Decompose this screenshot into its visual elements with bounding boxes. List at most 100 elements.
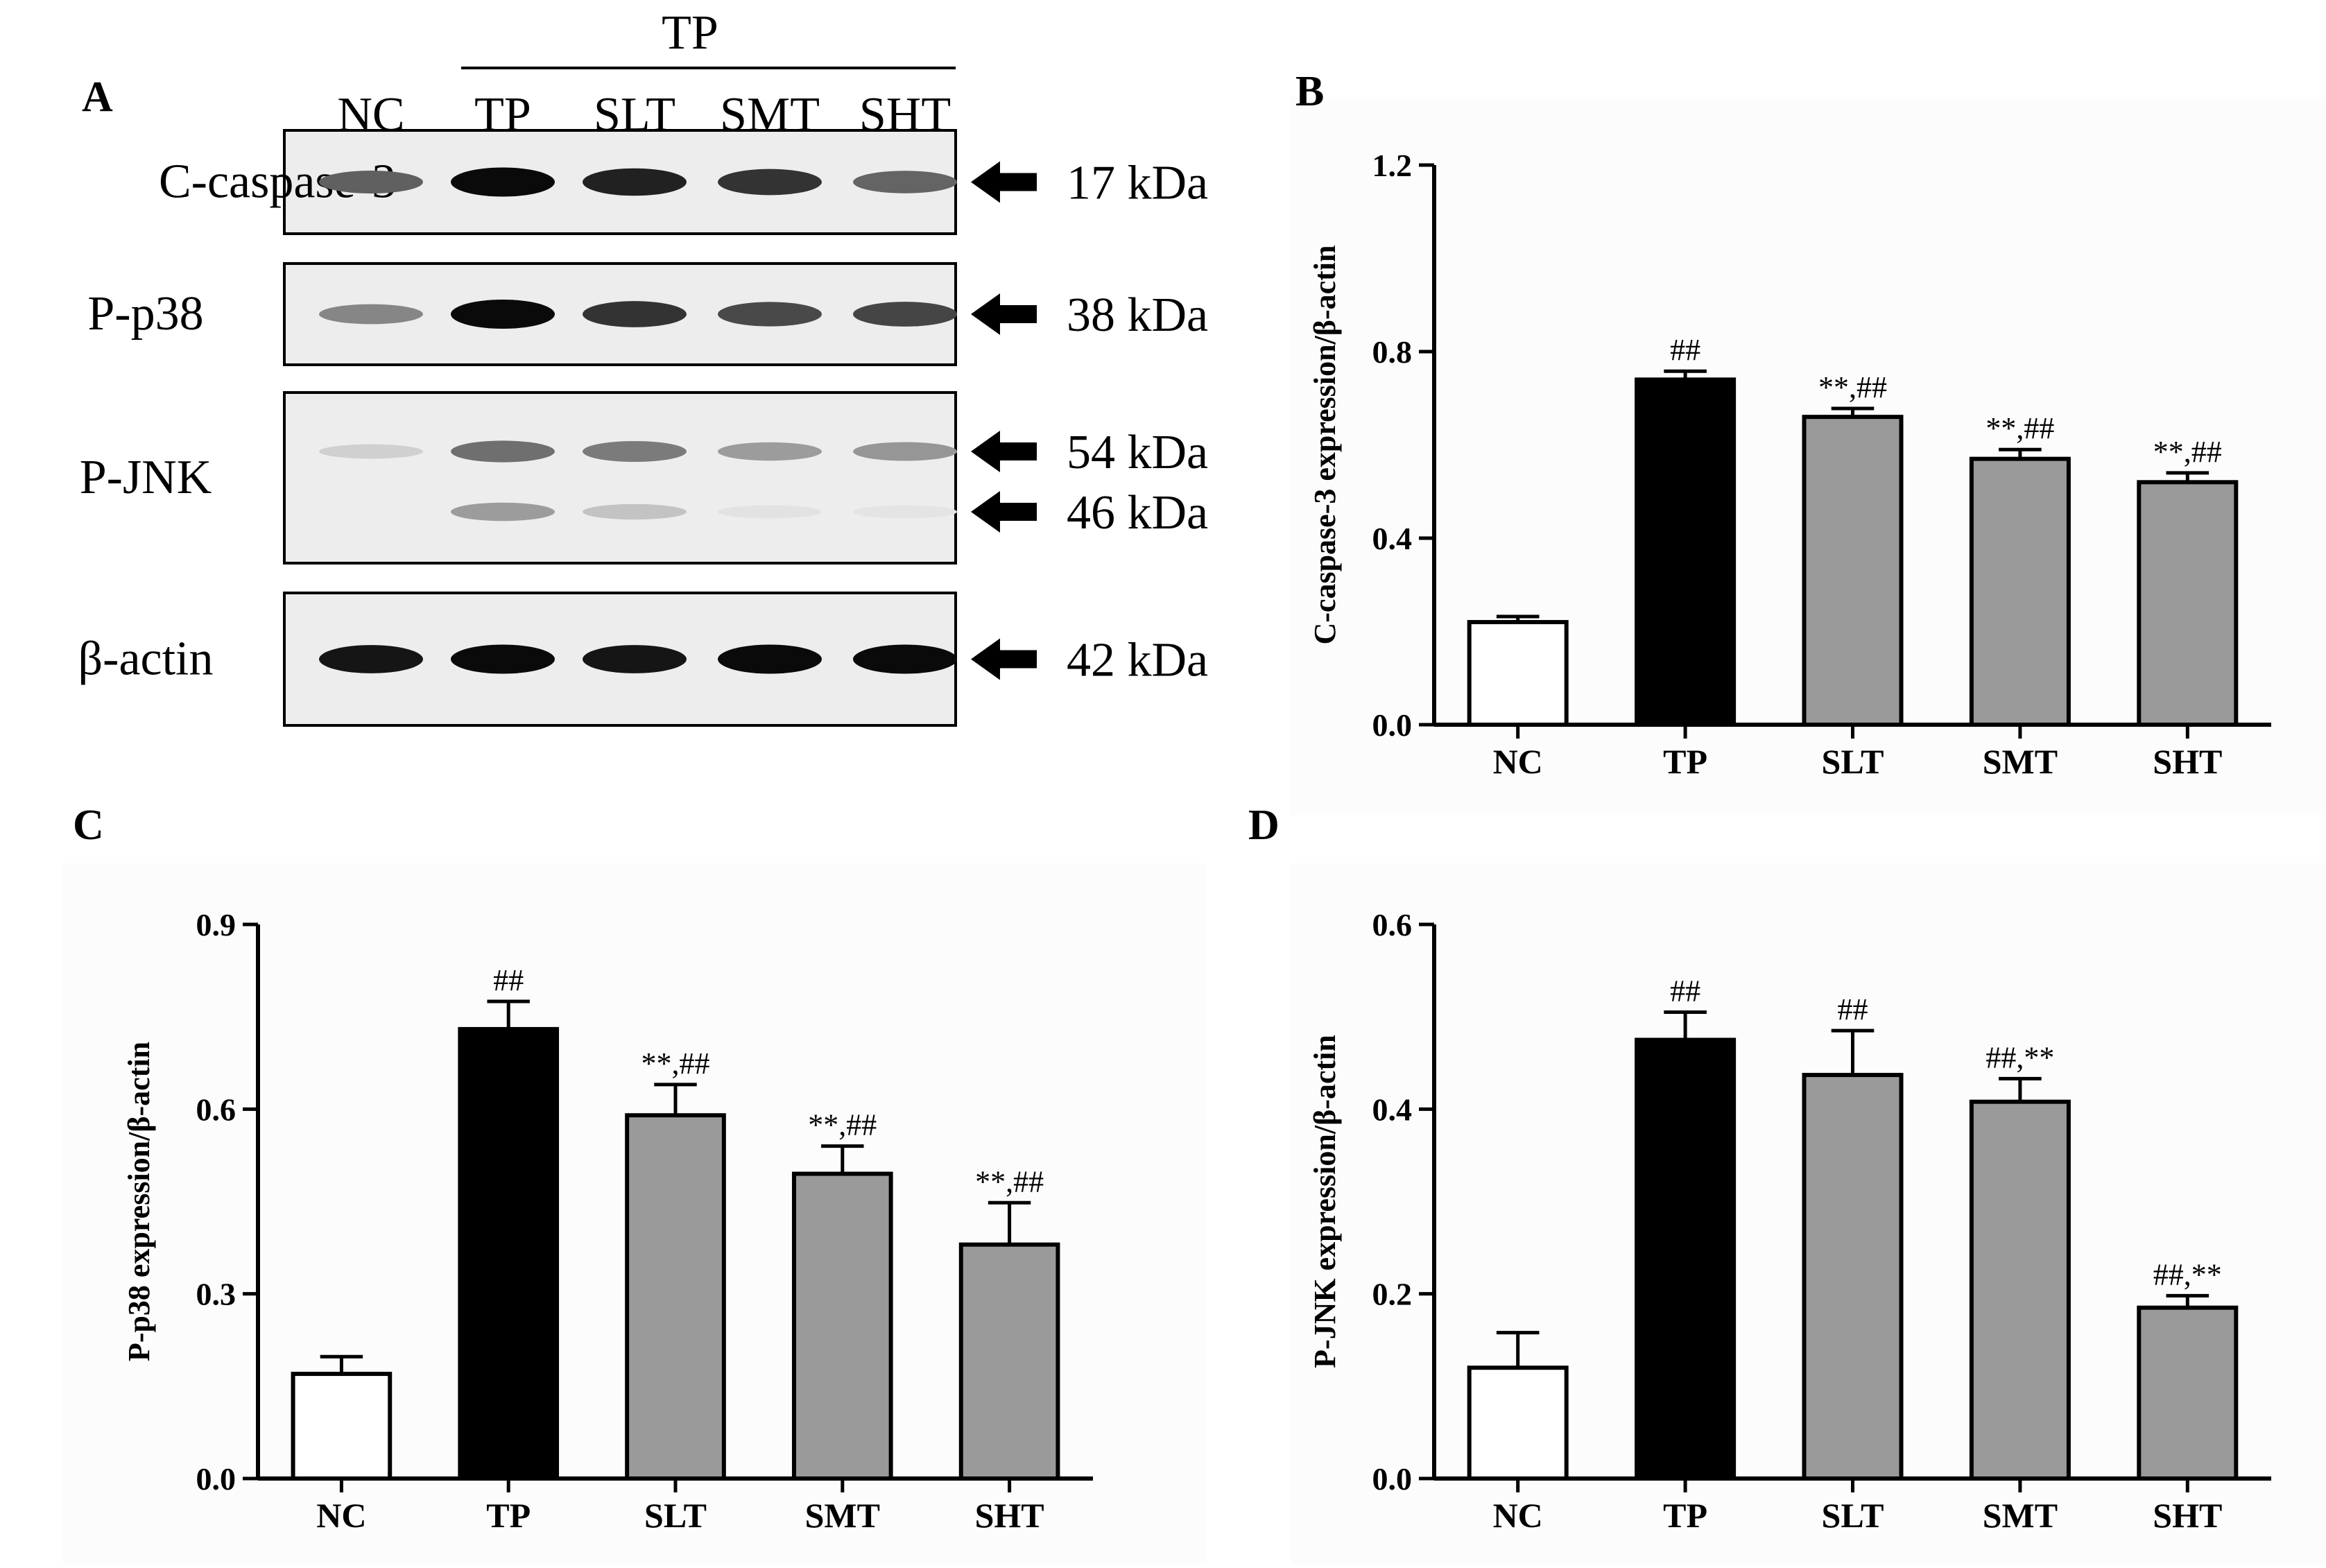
blot-arrow [971, 161, 1037, 203]
bar-nc [1467, 620, 1569, 727]
blot-band [718, 302, 822, 327]
y-tick-label: 0.6 [196, 1092, 236, 1127]
blot-band [853, 171, 957, 193]
blot-band [718, 505, 822, 519]
y-tick-label: 0.6 [1372, 907, 1413, 942]
chart-c-caspase-3: 0.0 0.4 0.8 1.2 C-caspase-3 expression/β-act… [1308, 148, 2271, 781]
blot-band [718, 169, 822, 196]
category-label: NC [1493, 1496, 1543, 1535]
blot-arrow [971, 491, 1037, 533]
blot-row-label: P-JNK [80, 451, 212, 504]
significance-label: ## [1838, 992, 1868, 1026]
category-label: SMT [805, 1496, 880, 1535]
bar-nc [1467, 1365, 1569, 1481]
bar-slt [625, 1113, 726, 1481]
blot-row-p-jnk: P-JNK 54 kDa 46 kDa [80, 391, 1208, 565]
blot-band [319, 645, 423, 673]
significance-label: **,## [2153, 435, 2222, 469]
blot-arrow [971, 431, 1037, 472]
significance-label: **,## [975, 1164, 1044, 1198]
y-tick-label: 0.0 [196, 1461, 236, 1497]
blot-band [718, 442, 822, 461]
bar-sht [958, 1242, 1060, 1481]
y-tick-label: 0.8 [1372, 334, 1413, 370]
blot-row-c-caspase-3: C-caspase-3 17 kDa [159, 129, 1208, 235]
panel-label-c: C [73, 802, 104, 849]
bar-sht [2137, 480, 2239, 727]
significance-label: ## [493, 963, 524, 997]
blot-group-label: TP [662, 6, 718, 60]
blot-band [451, 644, 555, 674]
bar-tp [1635, 377, 1737, 727]
bar-smt [1969, 456, 2071, 727]
significance-label: **,## [808, 1108, 877, 1142]
panel-label-d: D [1248, 802, 1280, 849]
significance-label: **,## [1985, 411, 2054, 445]
blot-rows: C-caspase-3 17 kDa P-p38 38 kDa P-JNK 54 kDa 4… [78, 129, 1208, 727]
category-label: SHT [975, 1496, 1044, 1535]
blot-row-label: β-actin [78, 632, 214, 686]
blot-row-actin: β-actin 42 kDa [78, 592, 1208, 727]
blot-band [451, 502, 555, 522]
blot-molecular-weight: 38 kDa [1067, 288, 1208, 342]
blot-molecular-weight: 54 kDa [1067, 426, 1208, 479]
blot-band [853, 644, 957, 674]
category-label: SHT [2153, 742, 2222, 781]
blot-band [583, 503, 687, 520]
y-axis-label: C-caspase-3 expression/β-actin [1308, 245, 1342, 645]
blot-molecular-weight: 42 kDa [1067, 634, 1208, 687]
y-tick-label: 0.4 [1372, 521, 1413, 556]
bar-tp [458, 1026, 560, 1481]
category-label: NC [316, 1496, 366, 1535]
significance-label: ## [1670, 333, 1700, 367]
y-axis-label: P-JNK expression/β-actin [1308, 1035, 1342, 1368]
blot-row-label: P-p38 [87, 287, 203, 341]
blot-band [451, 167, 555, 197]
y-tick-label: 0.2 [1372, 1277, 1413, 1312]
category-label: SMT [1983, 1496, 2058, 1535]
bar-slt [1802, 415, 1904, 727]
blot-membrane [283, 391, 957, 565]
blot-molecular-weight: 17 kDa [1067, 157, 1208, 210]
panel-label-a: A [82, 74, 113, 121]
blot-band [718, 644, 822, 674]
category-label: TP [1663, 1496, 1707, 1535]
bar-tp [1635, 1037, 1737, 1481]
blot-band [319, 444, 423, 459]
category-label: TP [1663, 742, 1707, 781]
significance-label: ##,** [1985, 1040, 2054, 1074]
blot-band [583, 441, 687, 462]
blot-band [451, 300, 555, 329]
blot-band [319, 171, 423, 193]
category-label: NC [1493, 742, 1543, 781]
blot-band [319, 304, 423, 325]
significance-label: **,## [641, 1046, 710, 1080]
y-tick-label: 0.3 [196, 1277, 236, 1312]
category-label: SLT [1822, 1496, 1884, 1535]
bar-sht [2137, 1305, 2239, 1481]
bar-smt [791, 1171, 893, 1481]
blot-band [451, 440, 555, 463]
blot-molecular-weight: 46 kDa [1067, 486, 1208, 540]
significance-label: ##,** [2153, 1257, 2222, 1291]
blot-row-p-p38: P-p38 38 kDa [87, 262, 1208, 366]
y-tick-label: 0.0 [1372, 707, 1413, 743]
category-label: TP [486, 1496, 531, 1535]
y-axis-label: P-p38 expression/β-actin [122, 1042, 156, 1361]
significance-label: **,## [1818, 370, 1887, 404]
significance-label: ## [1670, 974, 1700, 1008]
bar-nc [291, 1372, 393, 1481]
chart-p-p38: 0.0 0.3 0.6 0.9 P-p38 expression/β-actin NC TP… [122, 907, 1093, 1535]
bar-slt [1802, 1073, 1904, 1481]
blot-band [853, 302, 957, 327]
blot-band [583, 301, 687, 327]
bar-smt [1969, 1099, 2071, 1481]
y-tick-label: 1.2 [1372, 148, 1413, 183]
blot-arrow [971, 293, 1037, 335]
category-label: SLT [1822, 742, 1884, 781]
panel-label-b: B [1295, 68, 1324, 115]
category-label: SHT [2153, 1496, 2222, 1535]
category-label: SMT [1983, 742, 2058, 781]
blot-band [583, 645, 687, 673]
